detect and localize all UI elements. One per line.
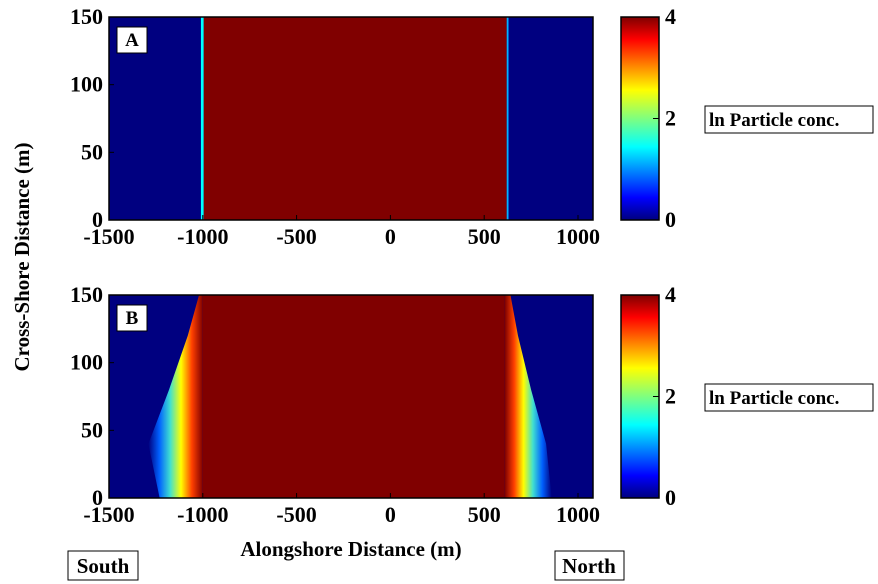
panel-a-y-ticks: 0 50 100 150 — [70, 4, 114, 232]
y-tick-label: 100 — [70, 350, 103, 375]
heatmap-region — [200, 17, 204, 220]
colorbar-tick-label: 0 — [665, 485, 676, 510]
panel-b: 0 50 100 150 -1500 -1000 -500 0 500 1000 B — [70, 282, 600, 527]
colorbar-a-ticks: 0 2 4 — [653, 4, 676, 232]
panel-a-heatmap — [109, 17, 593, 220]
panel-a-x-ticks: -1500 -1000 -500 0 500 1000 — [83, 215, 600, 249]
panel-b-x-ticks: -1500 -1000 -500 0 500 1000 — [83, 493, 600, 527]
x-tick-label: 1000 — [556, 502, 600, 527]
panel-a-letter: A — [125, 30, 139, 51]
x-tick-label: -1000 — [177, 224, 228, 249]
y-tick-label: 0 — [92, 485, 103, 510]
colorbar-b-label-box — [704, 383, 874, 412]
panel-b-y-ticks: 0 50 100 150 — [70, 282, 114, 510]
north-plume — [504, 295, 552, 498]
colorbar-tick-label: 4 — [665, 282, 676, 307]
y-tick-label: 0 — [92, 207, 103, 232]
panel-a-letter-box — [116, 26, 148, 54]
x-tick-label: 500 — [468, 502, 501, 527]
y-tick-label: 150 — [70, 4, 103, 29]
colorbar-b-gradient — [620, 294, 660, 499]
colorbar-tick-label: 2 — [665, 106, 676, 131]
colorbar-tick-label: 2 — [665, 384, 676, 409]
y-tick-label: 50 — [81, 139, 103, 164]
y-tick-label: 100 — [70, 72, 103, 97]
colorbar-a-label: ln Particle conc. — [709, 110, 839, 131]
heatmap-region — [203, 17, 507, 220]
heatmap-region — [506, 17, 509, 220]
colorbar-b: 0 2 4 ln Particle conc. — [620, 282, 874, 510]
heatmap-region — [508, 17, 593, 220]
panel-b-heatmap — [109, 295, 593, 498]
x-tick-label: 0 — [385, 224, 396, 249]
y-tick-label: 150 — [70, 282, 103, 307]
x-tick-label: 1000 — [556, 224, 600, 249]
x-axis-label: Alongshore Distance (m) — [240, 537, 461, 561]
x-tick-label: 500 — [468, 224, 501, 249]
colorbar-tick-label: 0 — [665, 207, 676, 232]
colorbar-a: 0 2 4 ln Particle conc. — [620, 4, 874, 232]
colorbar-a-gradient — [620, 16, 660, 221]
north-label: North — [562, 554, 616, 578]
heatmap-core — [202, 295, 505, 498]
panel-b-letter-box — [116, 304, 148, 332]
colorbar-tick-label: 4 — [665, 4, 676, 29]
south-label-box — [67, 550, 139, 581]
colorbar-b-label: ln Particle conc. — [709, 388, 839, 409]
x-tick-label: -500 — [276, 224, 316, 249]
y-tick-label: 50 — [81, 417, 103, 442]
x-tick-label: -1000 — [177, 502, 228, 527]
south-label: South — [77, 554, 130, 578]
panel-a: 0 50 100 150 -1500 -1000 -500 0 500 1000 A — [70, 4, 600, 249]
south-plume — [148, 295, 203, 498]
panel-b-frame — [108, 294, 594, 499]
x-tick-label: -1500 — [83, 224, 134, 249]
colorbar-b-ticks: 0 2 4 — [653, 282, 676, 510]
panel-a-frame — [108, 16, 594, 221]
north-label-box — [554, 550, 625, 581]
colorbar-a-label-box — [704, 105, 874, 134]
x-tick-label: -1500 — [83, 502, 134, 527]
x-tick-label: 0 — [385, 502, 396, 527]
panel-b-letter: B — [126, 308, 139, 329]
x-tick-label: -500 — [276, 502, 316, 527]
y-axis-label: Cross-Shore Distance (m) — [10, 142, 34, 371]
